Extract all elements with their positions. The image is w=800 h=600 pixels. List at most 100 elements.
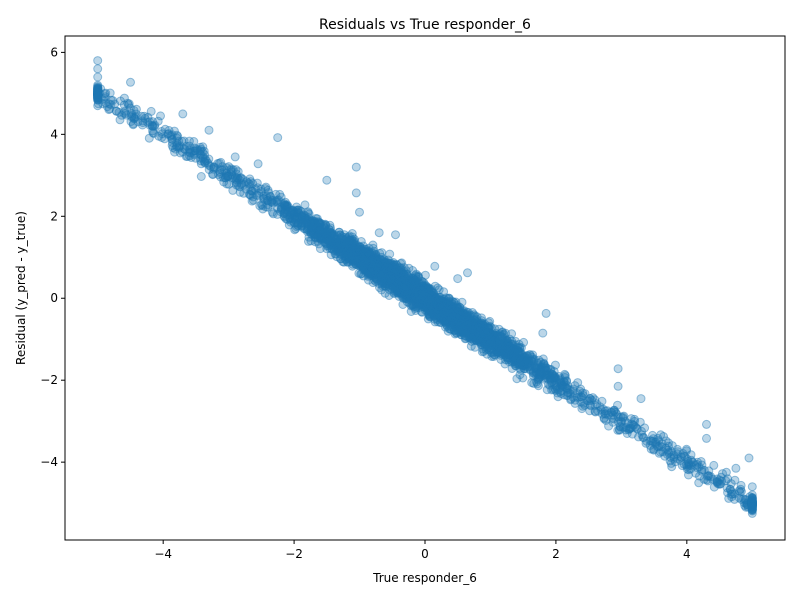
scatter-point (402, 287, 412, 297)
points-layer (93, 56, 757, 518)
scatter-point (409, 278, 419, 288)
scatter-point (314, 219, 324, 229)
scatter-point (486, 347, 496, 357)
scatter-point (408, 280, 418, 290)
scatter-point (449, 316, 458, 326)
scatter-point (375, 260, 385, 270)
scatter-point (747, 482, 757, 492)
scatter-point (381, 263, 391, 273)
scatter-point (469, 329, 479, 339)
scatter-point (375, 248, 385, 258)
scatter-point (405, 282, 415, 292)
scatter-point (350, 245, 360, 255)
scatter-point (254, 191, 264, 201)
scatter-point (186, 153, 196, 162)
scatter-point (497, 345, 507, 354)
scatter-point (404, 275, 414, 285)
scatter-point (438, 308, 448, 318)
scatter-point (371, 277, 381, 287)
scatter-point (457, 328, 467, 338)
scatter-point (439, 313, 449, 323)
scatter-point (432, 301, 442, 311)
scatter-point (363, 255, 373, 265)
scatter-point (460, 314, 470, 324)
scatter-point (314, 227, 324, 237)
scatter-point (487, 333, 497, 343)
y-tick-label: 6 (50, 45, 58, 59)
scatter-point (404, 289, 414, 299)
scatter-point (353, 255, 363, 265)
scatter-point (418, 281, 428, 291)
scatter-point (273, 195, 283, 205)
scatter-point (425, 296, 435, 306)
scatter-point (519, 337, 529, 347)
scatter-point (327, 233, 337, 243)
scatter-point (513, 354, 523, 364)
scatter-point (500, 338, 510, 348)
y-tick-label: 4 (50, 127, 58, 141)
scatter-point (539, 374, 549, 384)
scatter-point (454, 322, 464, 332)
scatter-point (253, 159, 263, 169)
scatter-point (477, 325, 487, 335)
scatter-point (329, 246, 339, 256)
scatter-point (359, 251, 369, 260)
scatter-point (383, 265, 393, 275)
scatter-point (414, 285, 424, 295)
scatter-point (536, 366, 546, 376)
scatter-point (702, 433, 711, 443)
scatter-point (252, 190, 262, 200)
scatter-point (381, 267, 391, 277)
scatter-point (493, 341, 503, 351)
scatter-point (426, 292, 435, 302)
scatter-point (486, 330, 495, 339)
scatter-point (296, 218, 306, 228)
scatter-point (528, 368, 538, 378)
y-tick-label: −4 (40, 455, 58, 469)
scatter-point (437, 301, 447, 311)
scatter-point (355, 255, 365, 265)
scatter-point (488, 335, 498, 345)
scatter-point (237, 179, 247, 189)
scatter-point (351, 258, 361, 268)
scatter-point (434, 305, 444, 315)
scatter-point (431, 304, 441, 314)
scatter-point (368, 278, 378, 288)
scatter-point (441, 308, 451, 318)
scatter-point (458, 328, 468, 338)
scatter-point (383, 275, 393, 285)
scatter-point (493, 348, 503, 358)
scatter-point (401, 286, 411, 296)
scatter-point (514, 339, 524, 349)
scatter-point (407, 283, 416, 293)
scatter-point (416, 283, 426, 293)
scatter-point (410, 277, 420, 287)
scatter-point (529, 366, 539, 376)
scatter-point (433, 302, 443, 312)
scatter-point (316, 234, 326, 244)
scatter-point (433, 307, 442, 317)
scatter-point (465, 311, 474, 321)
scatter-point (450, 315, 460, 325)
scatter-point (419, 287, 429, 297)
scatter-point (435, 297, 444, 307)
scatter-point (439, 308, 449, 317)
scatter-point (395, 284, 405, 294)
scatter-point (400, 273, 410, 283)
scatter-point (525, 361, 535, 371)
scatter-point (380, 271, 390, 281)
scatter-point (442, 305, 452, 315)
scatter-point (536, 368, 546, 378)
scatter-point (391, 282, 400, 292)
scatter-point (311, 225, 321, 235)
scatter-point (305, 217, 315, 227)
scatter-point (469, 325, 479, 335)
scatter-point (346, 244, 356, 254)
scatter-point (370, 269, 380, 279)
scatter-point (347, 248, 357, 258)
scatter-point (382, 272, 392, 282)
scatter-point (391, 271, 401, 281)
scatter-point (480, 329, 490, 339)
x-axis-label: True responder_6 (372, 571, 477, 585)
scatter-point (448, 318, 458, 327)
